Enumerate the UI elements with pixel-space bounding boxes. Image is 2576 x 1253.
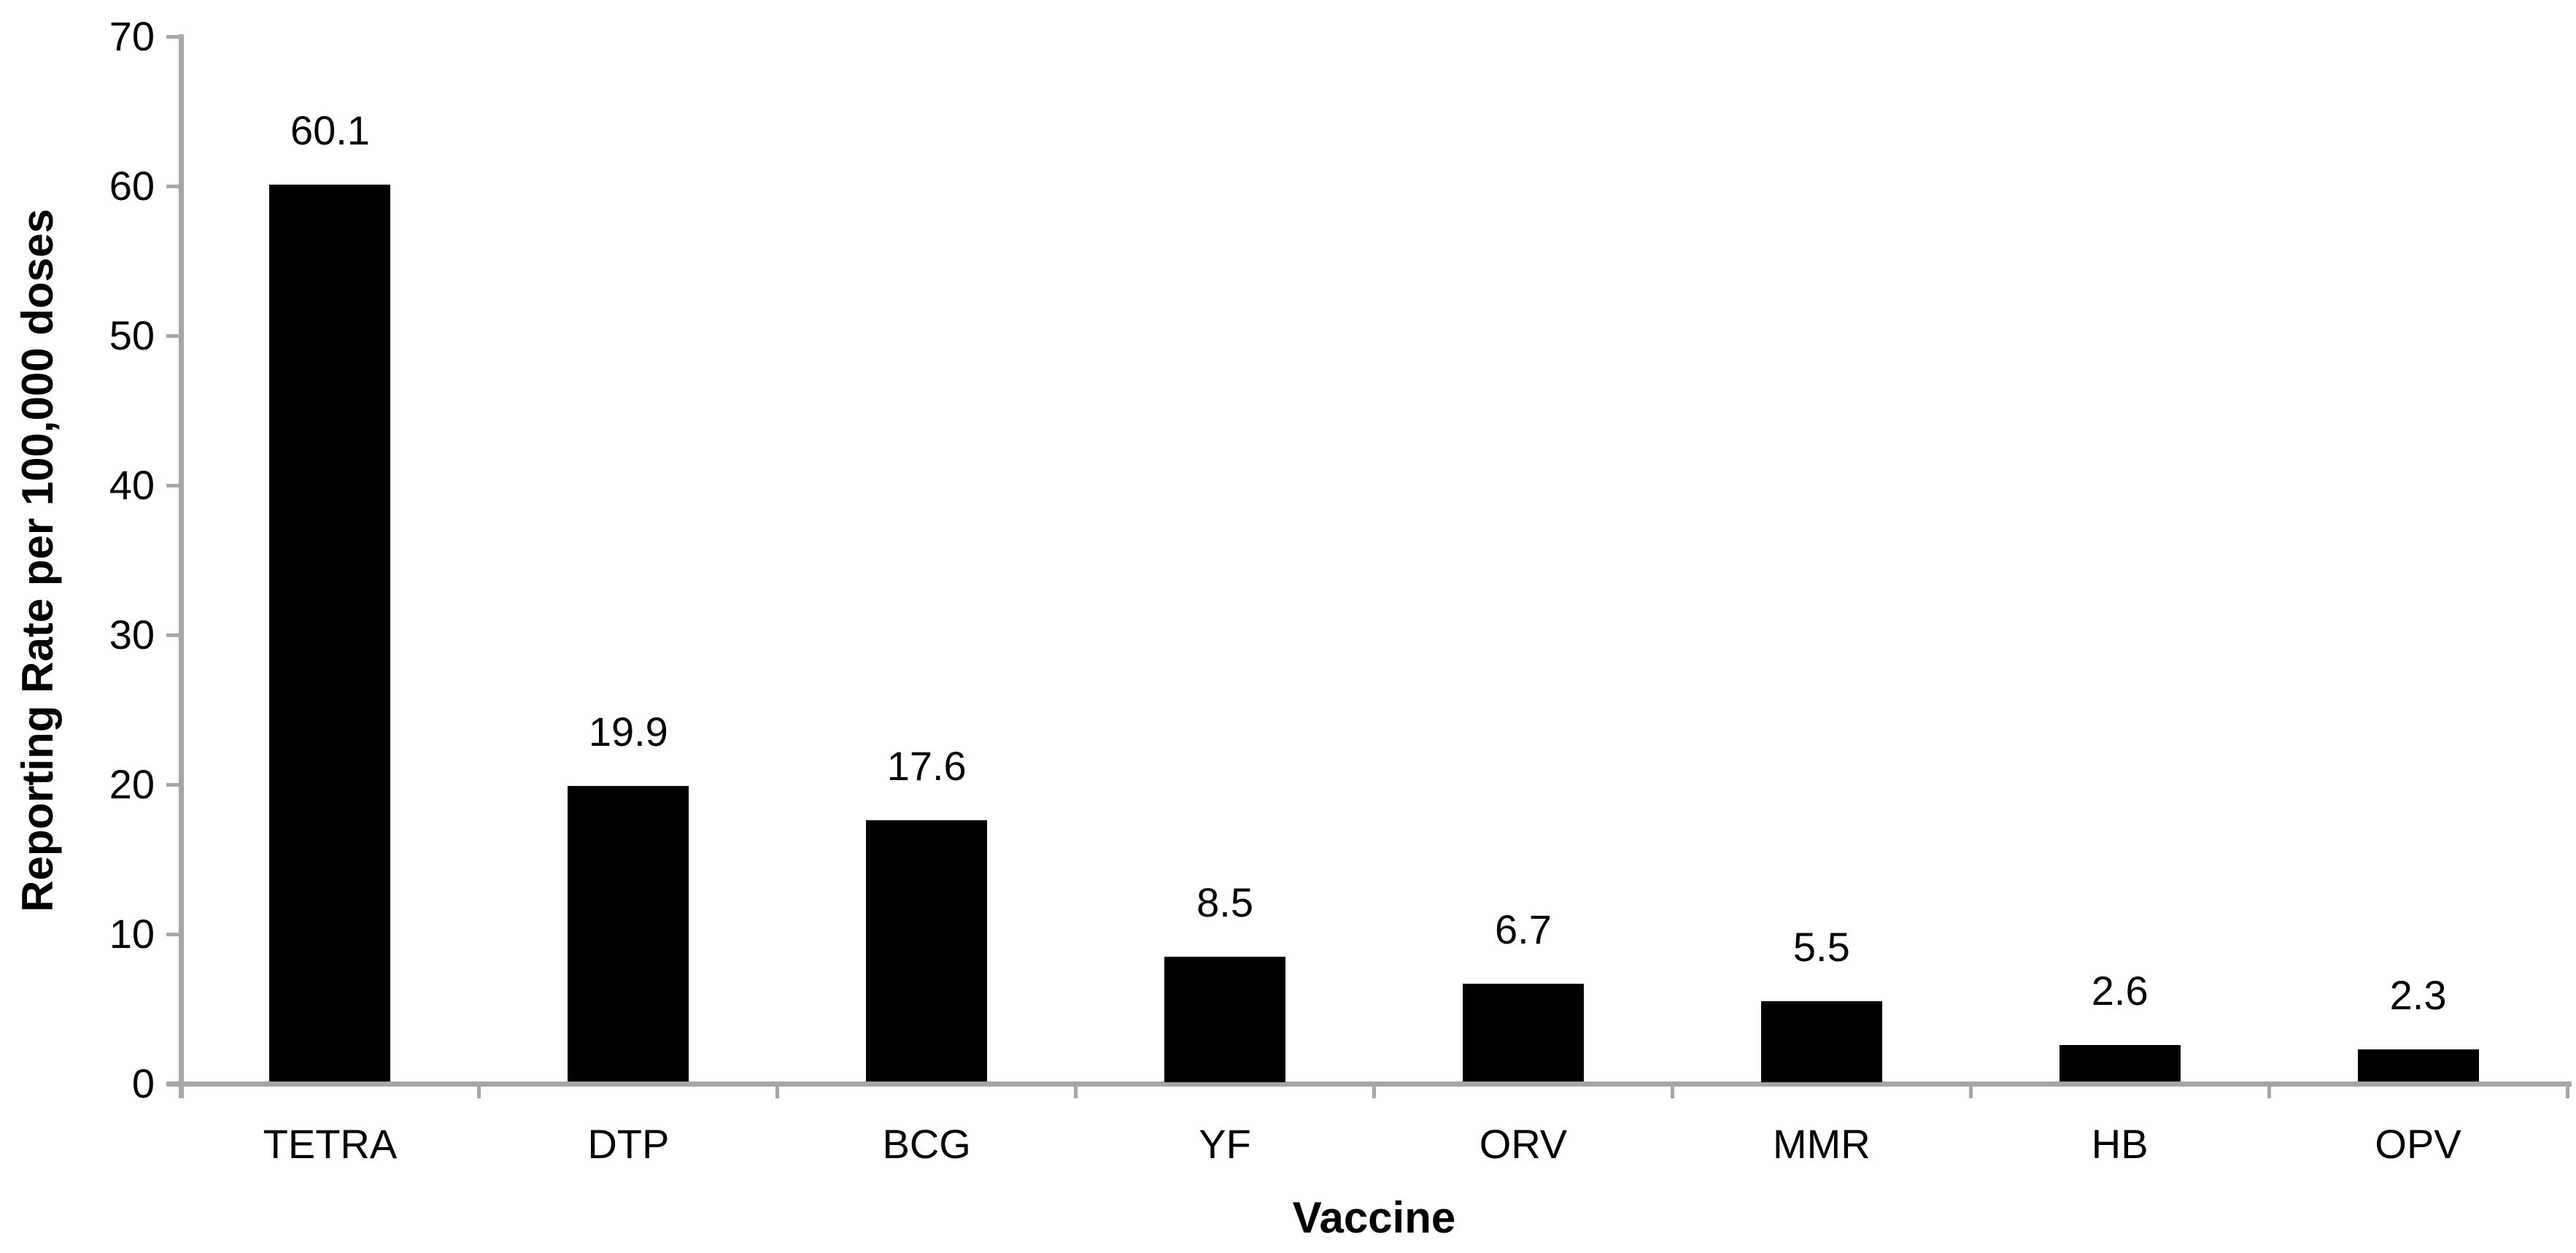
y-tick-label: 40 <box>109 462 155 508</box>
category-label-orv: ORV <box>1479 1121 1568 1167</box>
value-label-dtp: 19.9 <box>588 709 668 755</box>
bar-dtp <box>568 786 689 1082</box>
value-label-bcg: 17.6 <box>886 743 967 790</box>
y-tick <box>166 932 181 936</box>
category-label-bcg: BCG <box>882 1121 971 1167</box>
bar-opv <box>2357 1049 2479 1082</box>
y-axis-line <box>178 34 184 1098</box>
category-label-mmr: MMR <box>1772 1121 1871 1167</box>
y-tick-label: 70 <box>109 13 155 59</box>
y-tick-label: 0 <box>131 1060 155 1106</box>
x-axis-line <box>166 1081 2572 1087</box>
x-tick <box>775 1084 780 1098</box>
value-label-opv: 2.3 <box>2389 971 2447 1018</box>
value-label-mmr: 5.5 <box>1792 924 1850 971</box>
bar-bcg <box>866 820 988 1082</box>
y-tick-label: 10 <box>109 911 155 957</box>
bar-hb <box>2059 1044 2181 1082</box>
value-label-tetra: 60.1 <box>290 107 370 153</box>
x-axis-title: Vaccine <box>1292 1193 1456 1242</box>
y-tick <box>166 334 181 338</box>
category-label-tetra: TETRA <box>263 1121 398 1167</box>
x-tick <box>1372 1084 1376 1098</box>
category-label-yf: YF <box>1199 1121 1251 1167</box>
y-tick-label: 20 <box>109 761 155 807</box>
bar-yf <box>1164 956 1286 1082</box>
x-tick <box>2565 1084 2569 1098</box>
y-tick <box>166 34 181 39</box>
y-tick <box>166 483 181 487</box>
value-label-yf: 8.5 <box>1196 879 1253 925</box>
category-label-hb: HB <box>2091 1121 2148 1167</box>
y-tick-label: 60 <box>109 163 155 209</box>
value-label-hb: 2.6 <box>2091 967 2148 1014</box>
bar-orv <box>1462 983 1584 1082</box>
y-tick <box>166 782 181 787</box>
y-tick <box>166 184 181 188</box>
y-tick-label: 50 <box>109 312 155 358</box>
x-tick <box>477 1084 481 1098</box>
bar-tetra <box>269 184 391 1082</box>
x-tick <box>1670 1084 1674 1098</box>
bar-mmr <box>1760 1001 1882 1082</box>
x-tick <box>1968 1084 1973 1098</box>
y-tick <box>166 633 181 637</box>
x-tick <box>2267 1084 2271 1098</box>
category-label-opv: OPV <box>2375 1121 2461 1167</box>
category-label-dtp: DTP <box>587 1121 670 1167</box>
x-tick <box>1074 1084 1078 1098</box>
y-tick-label: 30 <box>109 612 155 658</box>
value-label-orv: 6.7 <box>1495 906 1552 952</box>
